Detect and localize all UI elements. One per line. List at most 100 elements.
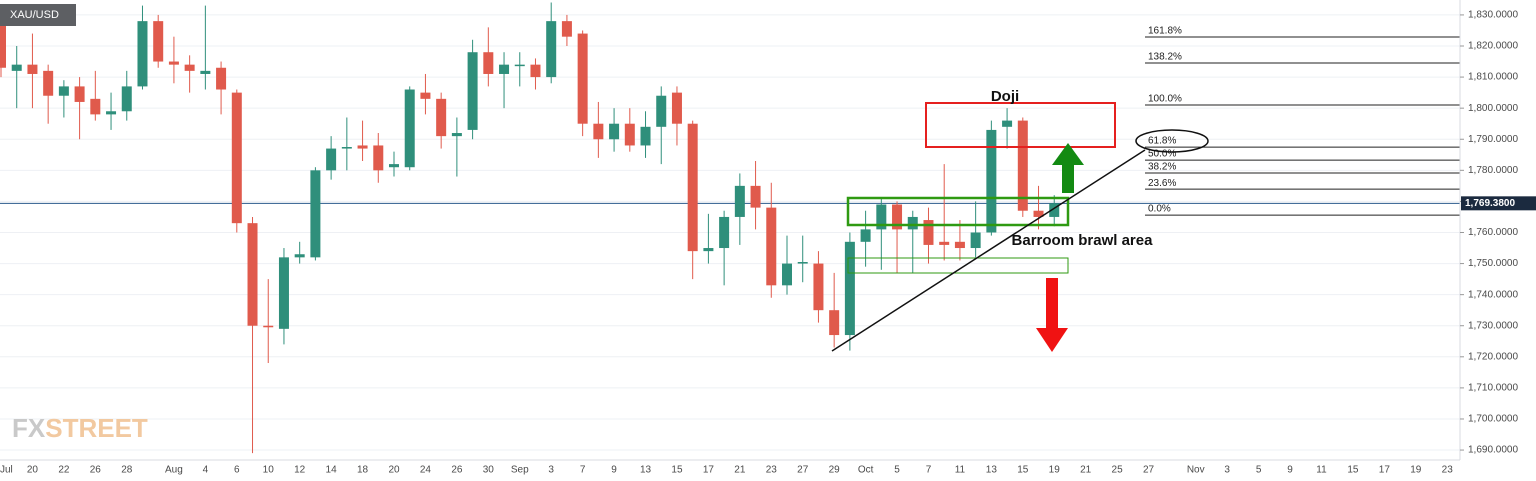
x-tick-label: 28 bbox=[121, 465, 133, 476]
x-tick-label: 15 bbox=[1017, 465, 1029, 476]
y-tick-label: 1,700.0000 bbox=[1468, 414, 1518, 425]
candle-body bbox=[263, 325, 274, 328]
x-tick-label: 27 bbox=[1143, 465, 1155, 476]
x-tick-label: 17 bbox=[703, 465, 715, 476]
fib-label: 50.0% bbox=[1148, 149, 1176, 160]
candle-body bbox=[766, 207, 777, 286]
x-tick-label: 12 bbox=[294, 465, 306, 476]
candle-body bbox=[892, 204, 903, 230]
x-tick-label: 10 bbox=[263, 465, 275, 476]
x-tick-label: Jul bbox=[0, 465, 13, 476]
candle-body bbox=[750, 185, 761, 208]
x-tick-label: Nov bbox=[1187, 465, 1205, 476]
x-tick-label: 3 bbox=[548, 465, 554, 476]
candle-body bbox=[1002, 120, 1013, 127]
y-tick-label: 1,800.0000 bbox=[1468, 103, 1518, 114]
x-tick-label: 4 bbox=[203, 465, 209, 476]
candle-body bbox=[939, 241, 950, 245]
candle-body bbox=[561, 21, 572, 37]
candle-body bbox=[373, 145, 384, 171]
candle-body bbox=[106, 111, 117, 115]
candle-body bbox=[719, 216, 730, 249]
candle-body bbox=[624, 123, 635, 146]
trendline bbox=[831, 149, 1146, 352]
y-tick-label: 1,780.0000 bbox=[1468, 165, 1518, 176]
candle-body bbox=[797, 262, 808, 264]
y-tick-label: 1,740.0000 bbox=[1468, 289, 1518, 300]
x-tick-label: 15 bbox=[671, 465, 683, 476]
candle-body bbox=[782, 263, 792, 286]
candle-body bbox=[436, 98, 447, 137]
fib-label: 38.2% bbox=[1148, 162, 1176, 173]
x-tick-label: 13 bbox=[640, 465, 652, 476]
y-tick-label: 1,720.0000 bbox=[1468, 351, 1518, 362]
x-tick-label: 11 bbox=[1316, 465, 1327, 476]
candle-body bbox=[0, 18, 6, 68]
candle-body bbox=[11, 64, 22, 71]
candle-body bbox=[813, 263, 824, 311]
fib-ellipse bbox=[1135, 129, 1209, 153]
x-tick-label: 30 bbox=[483, 465, 495, 476]
candle-body bbox=[703, 248, 714, 252]
candle-body bbox=[43, 70, 54, 96]
x-tick-label: 14 bbox=[326, 465, 338, 476]
x-tick-label: 15 bbox=[1347, 465, 1359, 476]
down-arrow bbox=[1036, 278, 1068, 352]
x-tick-label: 3 bbox=[1224, 465, 1230, 476]
candle-body bbox=[986, 129, 997, 233]
candle-body bbox=[577, 33, 588, 124]
x-tick-label: 21 bbox=[734, 465, 746, 476]
x-tick-label: 13 bbox=[986, 465, 998, 476]
candle-body bbox=[389, 164, 399, 168]
candle-body bbox=[876, 204, 887, 230]
candle-body bbox=[671, 92, 682, 124]
y-tick-label: 1,750.0000 bbox=[1468, 258, 1518, 269]
candle-body bbox=[546, 21, 557, 78]
x-tick-label: 6 bbox=[234, 465, 240, 476]
x-tick-label: 9 bbox=[611, 465, 617, 476]
candle-body bbox=[656, 95, 667, 127]
symbol: XAU/USD bbox=[10, 9, 59, 21]
x-tick-label: 23 bbox=[766, 465, 778, 476]
x-tick-label: 19 bbox=[1410, 465, 1422, 476]
candle-body bbox=[687, 123, 698, 252]
candle-body bbox=[184, 64, 195, 71]
candle-body bbox=[278, 257, 289, 329]
y-tick-label: 1,830.0000 bbox=[1468, 10, 1518, 21]
x-tick-label: 26 bbox=[451, 465, 463, 476]
candle-body bbox=[247, 223, 258, 326]
candle-body bbox=[1049, 203, 1060, 217]
last-price-badge bbox=[1461, 196, 1536, 211]
candle-body bbox=[153, 21, 164, 62]
x-tick-label: 20 bbox=[27, 465, 39, 476]
y-tick-label: 1,810.0000 bbox=[1468, 72, 1518, 83]
candle-body bbox=[420, 92, 431, 99]
symbol-badge bbox=[0, 4, 76, 26]
range-box-lower bbox=[847, 257, 1069, 274]
x-tick-label: 27 bbox=[797, 465, 809, 476]
candle-body bbox=[829, 310, 840, 336]
candle-body bbox=[1033, 210, 1044, 217]
x-tick-label: 26 bbox=[90, 465, 102, 476]
candle-body bbox=[734, 185, 745, 217]
candle-body bbox=[58, 86, 69, 96]
candle-body bbox=[483, 52, 494, 74]
candle-body bbox=[514, 64, 525, 67]
last-price-label: 1,769.3800 bbox=[1465, 198, 1515, 209]
candle-body bbox=[907, 216, 918, 230]
candle-body bbox=[341, 147, 352, 149]
candle-body bbox=[310, 170, 321, 258]
doji-box bbox=[925, 102, 1116, 148]
candle-body bbox=[954, 241, 965, 249]
candle-body bbox=[451, 133, 462, 137]
x-tick-label: 23 bbox=[1442, 465, 1454, 476]
candle-body bbox=[530, 64, 541, 78]
y-tick-label: 1,690.0000 bbox=[1468, 445, 1518, 456]
x-tick-label: 11 bbox=[955, 465, 966, 476]
x-tick-label: 20 bbox=[388, 465, 400, 476]
annotation: Doji bbox=[991, 88, 1019, 105]
x-tick-label: 17 bbox=[1379, 465, 1391, 476]
x-tick-label: 7 bbox=[580, 465, 586, 476]
candle-body bbox=[168, 61, 179, 65]
